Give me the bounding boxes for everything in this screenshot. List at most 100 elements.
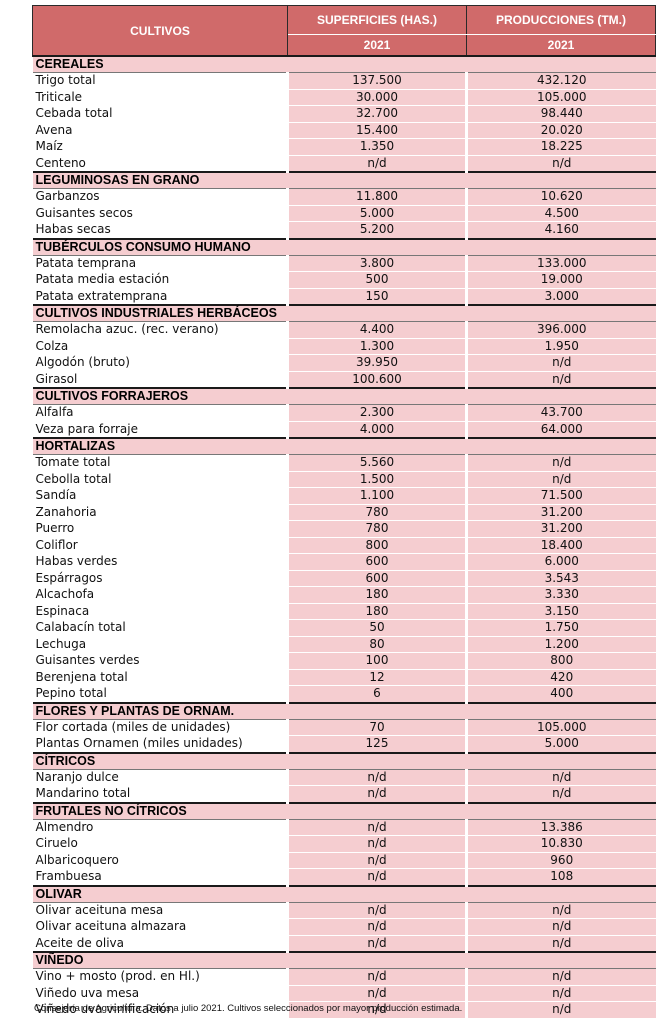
area-value: 2.300 (286, 404, 467, 422)
area-value: n/d (286, 1001, 467, 1019)
area-value: 137.500 (286, 72, 467, 90)
table-row: Ciruelo n/d 10.830 (32, 835, 656, 853)
production-value: 31.200 (465, 520, 656, 538)
area-value: 6 (286, 685, 467, 703)
header-area: SUPERFICIES (HAS.) (287, 5, 467, 35)
category-label: VIÑEDO (32, 951, 656, 969)
crop-name: Olivar aceituna mesa (32, 902, 288, 919)
area-value: 180 (286, 603, 467, 620)
table-row: Patata temprana 3.800 133.000 (32, 255, 656, 272)
production-value: n/d (465, 371, 656, 389)
production-value: n/d (465, 968, 656, 986)
crop-name: Sandía (32, 487, 288, 505)
area-value: 180 (286, 586, 467, 604)
area-value: 50 (286, 619, 467, 637)
crop-name: Ciruelo (32, 835, 288, 853)
category-row: TUBÉRCULOS CONSUMO HUMANO (32, 237, 656, 256)
crop-name: Vino + mosto (prod. en Hl.) (32, 968, 288, 986)
production-value: 4.500 (465, 205, 656, 222)
table-row: Alcachofa 180 3.330 (32, 586, 656, 604)
area-value: n/d (286, 868, 467, 886)
category-label: LEGUMINOSAS EN GRANO (32, 171, 656, 189)
area-value: 70 (286, 719, 467, 736)
table-row: Espinaca 180 3.150 (32, 603, 656, 620)
area-value: n/d (286, 769, 467, 786)
crop-name: Frambuesa (32, 868, 288, 886)
crop-name: Triticale (32, 89, 288, 106)
table-row: Maíz 1.350 18.225 (32, 138, 656, 156)
table-row: Garbanzos 11.800 10.620 (32, 188, 656, 206)
crop-table-container: CULTIVOS SUPERFICIES (HAS.) PRODUCCIONES… (32, 5, 656, 1019)
table-row: Triticale 30.000 105.000 (32, 89, 656, 106)
crop-name: Patata extratemprana (32, 288, 288, 306)
table-row: Girasol 100.600 n/d (32, 371, 656, 389)
footnote: Consejería de Agricultura. Datos a julio… (34, 1003, 463, 1014)
table-row: Centeno n/d n/d (32, 155, 656, 173)
area-value: 30.000 (286, 89, 467, 106)
area-value: n/d (286, 819, 467, 836)
area-value: 600 (286, 553, 467, 571)
production-value: 105.000 (465, 89, 656, 106)
crop-name: Espárragos (32, 570, 288, 587)
table-row: Zanahoria 780 31.200 (32, 504, 656, 521)
category-row: FRUTALES NO CÍTRICOS (32, 801, 656, 820)
production-value: n/d (465, 769, 656, 786)
category-row: FLORES Y PLANTAS DE ORNAM. (32, 701, 656, 720)
area-value: n/d (286, 935, 467, 953)
category-label: CULTIVOS FORRAJEROS (32, 387, 656, 405)
production-value: 64.000 (465, 421, 656, 439)
header-production: PRODUCCIONES (TM.) (466, 5, 656, 35)
header-production-year: 2021 (466, 34, 656, 57)
table-row: Guisantes secos 5.000 4.500 (32, 205, 656, 222)
table-row: Viñedo uva mesa n/d n/d (32, 985, 656, 1002)
table-row: Trigo total 137.500 432.120 (32, 72, 656, 90)
crop-name: Tomate total (32, 454, 288, 472)
category-label: CEREALES (32, 55, 656, 73)
crop-name: Pepino total (32, 685, 288, 703)
production-value: n/d (465, 354, 656, 372)
area-value: 780 (286, 504, 467, 521)
table-row: Espárragos 600 3.543 (32, 570, 656, 587)
area-value: 39.950 (286, 354, 467, 372)
production-value: n/d (465, 454, 656, 472)
category-row: VIÑEDO (32, 951, 656, 969)
header-area-year: 2021 (287, 34, 467, 57)
production-value: 3.150 (465, 603, 656, 620)
crop-name: Flor cortada (miles de unidades) (32, 719, 288, 736)
crop-name: Alfalfa (32, 404, 288, 422)
production-value: 396.000 (465, 321, 656, 339)
area-value: 600 (286, 570, 467, 587)
production-value: 4.160 (465, 221, 656, 239)
table-row: Berenjena total 12 420 (32, 669, 656, 686)
area-value: 5.200 (286, 221, 467, 239)
crop-name: Avena (32, 122, 288, 139)
crop-name: Habas verdes (32, 553, 288, 571)
production-value: 1.750 (465, 619, 656, 637)
table-row: Plantas Ornamen (miles unidades) 125 5.000 (32, 735, 656, 753)
crop-name: Girasol (32, 371, 288, 389)
production-value: 3.543 (465, 570, 656, 587)
production-value: 1.200 (465, 636, 656, 653)
category-label: TUBÉRCULOS CONSUMO HUMANO (32, 237, 656, 256)
crop-name: Colza (32, 338, 288, 355)
production-value: 400 (465, 685, 656, 703)
production-value: n/d (465, 985, 656, 1002)
production-value: 18.400 (465, 537, 656, 554)
table-row: Aceite de oliva n/d n/d (32, 935, 656, 953)
crop-name: Albaricoquero (32, 852, 288, 869)
table-row: Frambuesa n/d 108 (32, 868, 656, 886)
crop-name: Almendro (32, 819, 288, 836)
table-row: Cebolla total 1.500 n/d (32, 471, 656, 488)
area-value: 780 (286, 520, 467, 538)
production-value: 105.000 (465, 719, 656, 736)
crop-name: Viñedo uva vinificación (32, 1001, 288, 1019)
crop-name: Guisantes secos (32, 205, 288, 222)
production-value: 31.200 (465, 504, 656, 521)
table-row: Pepino total 6 400 (32, 685, 656, 703)
category-row: CULTIVOS FORRAJEROS (32, 387, 656, 405)
crop-name: Habas secas (32, 221, 288, 239)
header-crops: CULTIVOS (32, 5, 288, 57)
production-value: 3.330 (465, 586, 656, 604)
table-row: Cebada total 32.700 98.440 (32, 105, 656, 123)
table-row: Flor cortada (miles de unidades) 70 105.00… (32, 719, 656, 736)
